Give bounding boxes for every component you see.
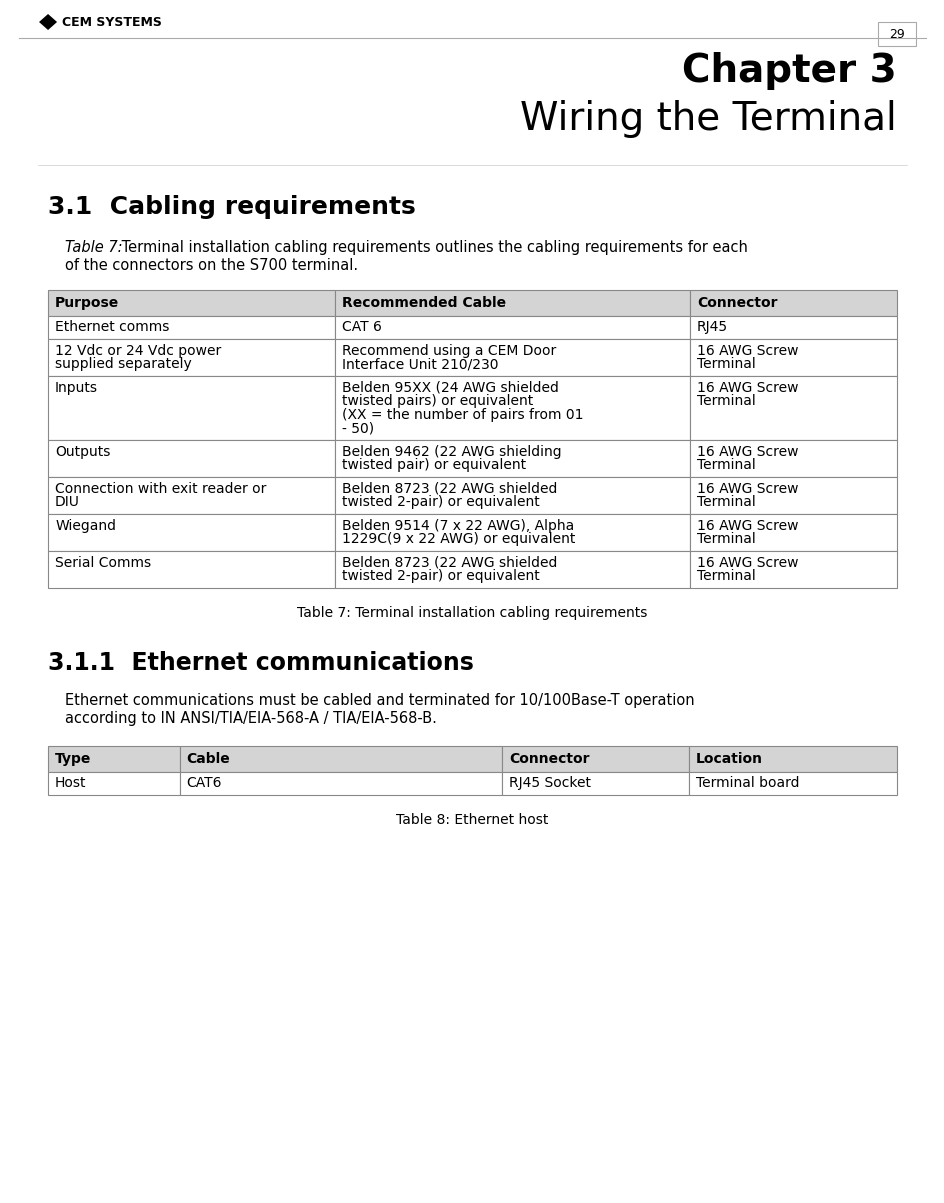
Text: 16 AWG Screw: 16 AWG Screw [696, 381, 798, 395]
Text: Ethernet comms: Ethernet comms [55, 320, 169, 334]
Text: Type: Type [55, 752, 92, 766]
Bar [48, 771, 179, 795]
Text: 16 AWG Screw: 16 AWG Screw [696, 518, 798, 533]
Bar [689, 339, 896, 377]
Text: Recommended Cable: Recommended Cable [342, 296, 506, 309]
Text: Cable: Cable [186, 752, 230, 766]
Text: Terminal: Terminal [696, 395, 755, 408]
Text: 12 Vdc or 24 Vdc power: 12 Vdc or 24 Vdc power [55, 344, 221, 357]
Text: 3.1.1  Ethernet communications: 3.1.1 Ethernet communications [48, 651, 474, 675]
Text: (XX = the number of pairs from 01: (XX = the number of pairs from 01 [342, 408, 582, 422]
Text: - 50): - 50) [342, 421, 374, 435]
Text: Interface Unit 210/230: Interface Unit 210/230 [342, 357, 497, 372]
Text: supplied separately: supplied separately [55, 357, 192, 372]
Bar [48, 339, 334, 377]
Text: CAT6: CAT6 [186, 776, 222, 790]
Text: Recommend using a CEM Door: Recommend using a CEM Door [342, 344, 556, 357]
Text: CAT 6: CAT 6 [342, 320, 381, 334]
Bar [689, 478, 896, 514]
Bar [689, 514, 896, 551]
Bar [688, 771, 896, 795]
Text: Belden 8723 (22 AWG shielded: Belden 8723 (22 AWG shielded [342, 481, 557, 496]
Bar [179, 771, 501, 795]
Text: Terminal installation cabling requirements outlines the cabling requirements for: Terminal installation cabling requiremen… [117, 241, 748, 255]
Bar [334, 551, 689, 588]
Text: twisted 2-pair) or equivalent: twisted 2-pair) or equivalent [342, 569, 539, 583]
Text: CEM SYSTEMS: CEM SYSTEMS [62, 16, 161, 29]
Text: Terminal: Terminal [696, 532, 755, 546]
Text: Wiring the Terminal: Wiring the Terminal [519, 100, 896, 138]
Text: 16 AWG Screw: 16 AWG Screw [696, 344, 798, 357]
Text: Outputs: Outputs [55, 445, 110, 458]
Bar [688, 746, 896, 771]
Text: 16 AWG Screw: 16 AWG Screw [696, 445, 798, 458]
Bar [334, 440, 689, 478]
Text: 16 AWG Screw: 16 AWG Screw [696, 556, 798, 570]
Bar [877, 22, 915, 46]
Text: 1229C(9 x 22 AWG) or equivalent: 1229C(9 x 22 AWG) or equivalent [342, 532, 575, 546]
Text: Inputs: Inputs [55, 381, 98, 395]
Text: Terminal board: Terminal board [695, 776, 799, 790]
Bar [334, 478, 689, 514]
Bar [334, 339, 689, 377]
Bar [501, 771, 688, 795]
Bar [48, 440, 334, 478]
Text: Host: Host [55, 776, 87, 790]
Text: Connector: Connector [696, 296, 777, 309]
Bar [689, 290, 896, 315]
Bar [689, 315, 896, 339]
Text: twisted pair) or equivalent: twisted pair) or equivalent [342, 458, 526, 473]
Text: Purpose: Purpose [55, 296, 119, 309]
Text: Connection with exit reader or: Connection with exit reader or [55, 481, 266, 496]
Text: 16 AWG Screw: 16 AWG Screw [696, 481, 798, 496]
Bar [179, 746, 501, 771]
Text: Table 7:: Table 7: [65, 241, 123, 255]
Bar [334, 514, 689, 551]
Bar [48, 551, 334, 588]
Bar [689, 440, 896, 478]
Text: twisted 2-pair) or equivalent: twisted 2-pair) or equivalent [342, 496, 539, 509]
Bar [334, 377, 689, 440]
Text: RJ45 Socket: RJ45 Socket [509, 776, 591, 790]
Text: Location: Location [695, 752, 762, 766]
Bar [334, 290, 689, 315]
Bar [48, 315, 334, 339]
Bar [48, 478, 334, 514]
Text: Connector: Connector [509, 752, 589, 766]
Bar [48, 746, 179, 771]
Bar [48, 290, 334, 315]
Bar [501, 746, 688, 771]
Text: Terminal: Terminal [696, 569, 755, 583]
Text: 29: 29 [888, 28, 903, 41]
Polygon shape [39, 14, 57, 30]
Bar [689, 551, 896, 588]
Text: Table 7: Terminal installation cabling requirements: Table 7: Terminal installation cabling r… [297, 606, 647, 620]
Bar [48, 514, 334, 551]
Text: Terminal: Terminal [696, 458, 755, 473]
Text: Belden 8723 (22 AWG shielded: Belden 8723 (22 AWG shielded [342, 556, 557, 570]
Text: Belden 9514 (7 x 22 AWG), Alpha: Belden 9514 (7 x 22 AWG), Alpha [342, 518, 574, 533]
Text: Terminal: Terminal [696, 496, 755, 509]
Bar [689, 377, 896, 440]
Text: Belden 9462 (22 AWG shielding: Belden 9462 (22 AWG shielding [342, 445, 561, 458]
Text: Ethernet communications must be cabled and terminated for 10/100Base-T operation: Ethernet communications must be cabled a… [65, 693, 694, 709]
Text: Table 8: Ethernet host: Table 8: Ethernet host [396, 813, 548, 826]
Text: Chapter 3: Chapter 3 [682, 52, 896, 90]
Text: according to IN ANSI/TIA/EIA-568-A / TIA/EIA-568-B.: according to IN ANSI/TIA/EIA-568-A / TIA… [65, 711, 436, 725]
Text: 3.1  Cabling requirements: 3.1 Cabling requirements [48, 195, 415, 219]
Text: Serial Comms: Serial Comms [55, 556, 151, 570]
Text: Belden 95XX (24 AWG shielded: Belden 95XX (24 AWG shielded [342, 381, 558, 395]
Bar [48, 377, 334, 440]
Text: of the connectors on the S700 terminal.: of the connectors on the S700 terminal. [65, 257, 358, 273]
Text: Terminal: Terminal [696, 357, 755, 372]
Text: Wiegand: Wiegand [55, 518, 116, 533]
Text: DIU: DIU [55, 496, 80, 509]
Bar [334, 315, 689, 339]
Text: RJ45: RJ45 [696, 320, 727, 334]
Text: twisted pairs) or equivalent: twisted pairs) or equivalent [342, 395, 532, 408]
